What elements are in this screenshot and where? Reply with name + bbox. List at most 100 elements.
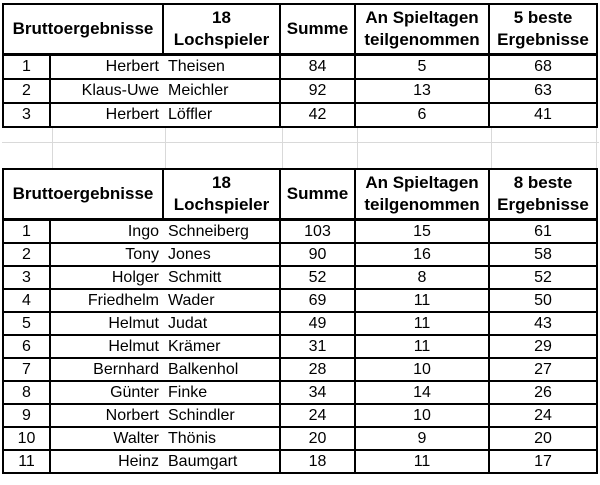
beste-cell[interactable]: 50 (488, 288, 598, 313)
beste-cell[interactable]: 43 (488, 311, 598, 336)
header-5-beste-ergebnisse[interactable]: 5 beste Ergebnisse (488, 3, 598, 56)
beste-cell[interactable]: 58 (488, 242, 598, 267)
summe-cell[interactable]: 92 (279, 78, 356, 104)
summe-cell[interactable]: 18 (279, 449, 356, 474)
header-an-spieltagen[interactable]: An Spieltagen teilgenommen (354, 3, 490, 56)
beste-cell[interactable]: 29 (488, 334, 598, 359)
summe-cell[interactable]: 49 (279, 311, 356, 336)
rank-cell[interactable]: 6 (2, 334, 51, 359)
first-name-cell[interactable]: Herbert (49, 53, 163, 80)
last-name-cell[interactable]: Löffler (163, 102, 281, 128)
spieltage-cell[interactable]: 11 (354, 449, 490, 474)
last-name-cell[interactable]: Balkenhol (163, 357, 281, 382)
last-name-cell[interactable]: Baumgart (163, 449, 281, 474)
table-row: 9 Norbert Schindler 24 10 24 (2, 403, 598, 428)
summe-cell[interactable]: 28 (279, 357, 356, 382)
header-bruttoergebnisse[interactable]: Bruttoergebnisse (2, 3, 164, 56)
summe-cell[interactable]: 20 (279, 426, 356, 451)
beste-cell[interactable]: 41 (488, 102, 598, 128)
beste-cell[interactable]: 17 (488, 449, 598, 474)
first-name-cell[interactable]: Helmut (49, 334, 163, 359)
first-name-cell[interactable]: Helmut (49, 311, 163, 336)
header-an-spieltagen[interactable]: An Spieltagen teilgenommen (354, 168, 490, 221)
beste-cell[interactable]: 24 (488, 403, 598, 428)
beste-cell[interactable]: 27 (488, 357, 598, 382)
summe-cell[interactable]: 52 (279, 265, 356, 290)
beste-cell[interactable]: 20 (488, 426, 598, 451)
last-name-cell[interactable]: Judat (163, 311, 281, 336)
last-name-cell[interactable]: Krämer (163, 334, 281, 359)
brutto-table-8-beste: Bruttoergebnisse 18 Lochspieler Summe An… (2, 168, 598, 474)
last-name-cell[interactable]: Schindler (163, 403, 281, 428)
header-summe[interactable]: Summe (279, 3, 356, 56)
first-name-cell[interactable]: Herbert (49, 102, 163, 128)
summe-cell[interactable]: 84 (279, 53, 356, 80)
last-name-cell[interactable]: Schmitt (163, 265, 281, 290)
first-name-cell[interactable]: Friedhelm (49, 288, 163, 313)
first-name-cell[interactable]: Ingo (49, 218, 163, 244)
beste-cell[interactable]: 61 (488, 218, 598, 244)
last-name-cell[interactable]: Schneiberg (163, 218, 281, 244)
spieltage-cell[interactable]: 9 (354, 426, 490, 451)
spieltage-cell[interactable]: 14 (354, 380, 490, 405)
last-name-cell[interactable]: Jones (163, 242, 281, 267)
rank-cell[interactable]: 3 (2, 265, 51, 290)
last-name-cell[interactable]: Theisen (163, 53, 281, 80)
first-name-cell[interactable]: Bernhard (49, 357, 163, 382)
last-name-cell[interactable]: Wader (163, 288, 281, 313)
summe-cell[interactable]: 90 (279, 242, 356, 267)
summe-cell[interactable]: 24 (279, 403, 356, 428)
spieltage-cell[interactable]: 6 (354, 102, 490, 128)
last-name-cell[interactable]: Finke (163, 380, 281, 405)
rank-cell[interactable]: 10 (2, 426, 51, 451)
spieltage-cell[interactable]: 8 (354, 265, 490, 290)
summe-cell[interactable]: 31 (279, 334, 356, 359)
spieltage-cell[interactable]: 10 (354, 403, 490, 428)
first-name-cell[interactable]: Günter (49, 380, 163, 405)
beste-cell[interactable]: 68 (488, 53, 598, 80)
rank-cell[interactable]: 3 (2, 102, 51, 128)
spieltage-cell[interactable]: 11 (354, 288, 490, 313)
rank-cell[interactable]: 9 (2, 403, 51, 428)
first-name-cell[interactable]: Holger (49, 265, 163, 290)
rank-cell[interactable]: 11 (2, 449, 51, 474)
spieltage-cell[interactable]: 11 (354, 334, 490, 359)
header-8-beste-ergebnisse[interactable]: 8 beste Ergebnisse (488, 168, 598, 221)
rank-cell[interactable]: 5 (2, 311, 51, 336)
summe-cell[interactable]: 69 (279, 288, 356, 313)
beste-cell[interactable]: 26 (488, 380, 598, 405)
spieltage-cell[interactable]: 11 (354, 311, 490, 336)
summe-cell[interactable]: 103 (279, 218, 356, 244)
rank-cell[interactable]: 7 (2, 357, 51, 382)
table-row: 7 Bernhard Balkenhol 28 10 27 (2, 357, 598, 382)
spieltage-cell[interactable]: 10 (354, 357, 490, 382)
rank-cell[interactable]: 2 (2, 78, 51, 104)
gridline-horizontal (2, 142, 599, 143)
rank-cell[interactable]: 2 (2, 242, 51, 267)
spieltage-cell[interactable]: 15 (354, 218, 490, 244)
header-18-lochspieler[interactable]: 18 Lochspieler (162, 3, 281, 56)
rank-cell[interactable]: 4 (2, 288, 51, 313)
spieltage-cell[interactable]: 16 (354, 242, 490, 267)
last-name-cell[interactable]: Thönis (163, 426, 281, 451)
last-name-cell[interactable]: Meichler (163, 78, 281, 104)
spieltage-cell[interactable]: 5 (354, 53, 490, 80)
table-row: 8 Günter Finke 34 14 26 (2, 380, 598, 405)
first-name-cell[interactable]: Tony (49, 242, 163, 267)
rank-cell[interactable]: 1 (2, 53, 51, 80)
header-bruttoergebnisse[interactable]: Bruttoergebnisse (2, 168, 164, 221)
first-name-cell[interactable]: Heinz (49, 449, 163, 474)
header-summe[interactable]: Summe (279, 168, 356, 221)
rank-cell[interactable]: 8 (2, 380, 51, 405)
beste-cell[interactable]: 52 (488, 265, 598, 290)
first-name-cell[interactable]: Klaus-Uwe (49, 78, 163, 104)
beste-cell[interactable]: 63 (488, 78, 598, 104)
header-18-lochspieler[interactable]: 18 Lochspieler (162, 168, 281, 221)
summe-cell[interactable]: 34 (279, 380, 356, 405)
summe-cell[interactable]: 42 (279, 102, 356, 128)
spieltage-cell[interactable]: 13 (354, 78, 490, 104)
first-name-cell[interactable]: Norbert (49, 403, 163, 428)
first-name-cell[interactable]: Walter (49, 426, 163, 451)
brutto-table-5-beste: Bruttoergebnisse 18 Lochspieler Summe An… (2, 3, 598, 128)
rank-cell[interactable]: 1 (2, 218, 51, 244)
